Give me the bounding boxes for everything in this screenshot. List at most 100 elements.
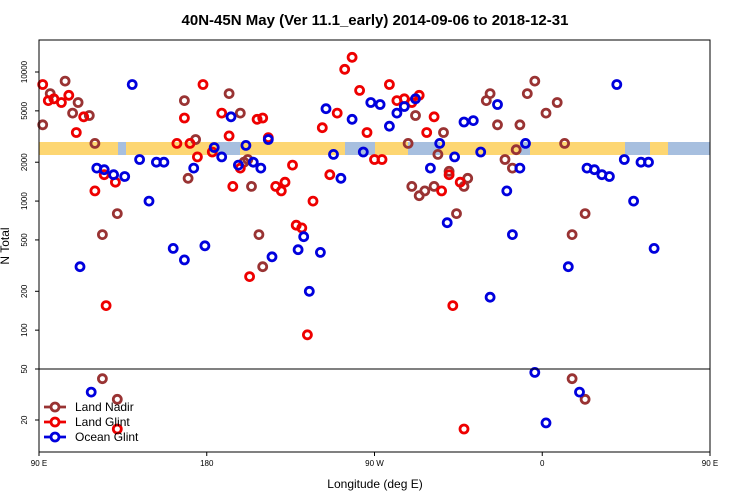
land-glint-point <box>223 130 235 142</box>
ocean-glint-point <box>292 244 304 256</box>
land-nadir-point <box>492 119 503 131</box>
ocean-glint-point <box>562 261 574 273</box>
ocean-glint-point <box>589 164 600 176</box>
ocean-glint-point <box>540 417 552 429</box>
land-nadir-point <box>419 185 431 197</box>
ocean-glint-point <box>98 164 110 176</box>
legend-label: Land Glint <box>75 415 130 429</box>
x-tick-label: 90 E <box>702 459 718 468</box>
x-tick-label: 0 <box>540 459 545 468</box>
ocean-glint-point <box>314 246 326 258</box>
land-glint-point <box>428 111 440 123</box>
legend-marker <box>49 416 61 428</box>
ocean-glint-point <box>604 171 615 182</box>
band-land-segment <box>650 142 668 155</box>
y-tick-label: 10000 <box>20 60 29 83</box>
land-nadir-point <box>83 110 95 121</box>
ocean-glint-point <box>134 154 146 165</box>
land-nadir-point <box>521 88 533 99</box>
land-nadir-point <box>97 229 108 241</box>
ocean-glint-point <box>449 151 461 163</box>
ocean-glint-point <box>199 240 211 252</box>
y-tick-label: 1000 <box>20 192 29 210</box>
y-tick-label: 200 <box>20 284 29 298</box>
band-land-segment <box>530 142 625 155</box>
y-tick-label: 2000 <box>20 153 29 171</box>
land-glint-point <box>244 271 256 283</box>
ocean-glint-point <box>178 254 190 266</box>
land-nadir-point <box>559 137 570 149</box>
land-glint-point <box>111 423 123 435</box>
ocean-glint-point <box>216 151 228 163</box>
land-glint-point <box>421 127 433 138</box>
land-glint-point <box>301 329 313 341</box>
land-glint-point <box>197 79 209 90</box>
ocean-glint-point <box>365 97 377 108</box>
ocean-glint-point <box>383 120 395 132</box>
ocean-glint-point <box>255 162 267 174</box>
ocean-glint-point <box>85 386 97 398</box>
land-glint-point <box>89 185 101 197</box>
chart-title: 40N-45N May (Ver 11.1_early) 2014-09-06 … <box>182 12 569 29</box>
land-nadir-point <box>246 180 257 192</box>
ocean-glint-point <box>108 169 119 181</box>
land-glint-point <box>216 107 228 119</box>
land-nadir-point <box>89 137 101 149</box>
land-glint-point <box>70 127 82 138</box>
ocean-glint-point <box>424 162 436 174</box>
land-glint-point <box>287 159 298 171</box>
ocean-glint-point <box>618 154 630 165</box>
land-glint-point <box>454 176 466 188</box>
land-nadir-point <box>182 172 194 184</box>
ocean-glint-point <box>458 116 470 128</box>
ocean-glint-point <box>611 79 623 90</box>
land-nadir-point <box>178 95 190 106</box>
land-glint-point <box>443 169 455 181</box>
ocean-glint-point <box>303 285 315 297</box>
land-nadir-point <box>257 261 269 273</box>
land-nadir-point <box>253 229 265 241</box>
land-nadir-point <box>451 208 462 220</box>
land-nadir-point <box>499 154 511 165</box>
y-tick-label: 100 <box>20 323 29 337</box>
land-glint-point <box>331 107 343 119</box>
land-glint-point <box>458 423 470 435</box>
ocean-glint-point <box>475 146 487 158</box>
land-glint-point <box>63 89 75 101</box>
ocean-glint-point <box>266 251 278 263</box>
band-land-segment <box>240 142 345 155</box>
ocean-glint-point <box>628 195 639 207</box>
y-axis-label: N Total <box>0 227 12 264</box>
ocean-glint-point <box>119 171 131 182</box>
land-glint-point <box>275 185 287 197</box>
ocean-glint-point <box>501 185 513 197</box>
land-glint-point <box>227 180 239 192</box>
ocean-glint-point <box>529 366 541 378</box>
land-nadir-point <box>234 107 246 119</box>
ocean-glint-point <box>167 242 179 254</box>
ocean-glint-point <box>643 156 654 168</box>
ocean-glint-point <box>298 231 310 243</box>
y-tick-label: 50 <box>20 364 29 373</box>
ocean-glint-point <box>262 134 274 145</box>
ocean-glint-point <box>346 113 358 125</box>
legend-marker <box>49 401 61 413</box>
land-glint-point <box>307 195 319 207</box>
land-glint-point <box>191 151 203 163</box>
legend-marker <box>49 431 61 443</box>
land-nadir-point <box>223 88 235 99</box>
land-glint-point <box>78 111 90 123</box>
surface-band <box>39 142 710 155</box>
band-land-segment <box>375 142 408 155</box>
land-glint-point <box>98 169 110 181</box>
x-tick-label: 90 E <box>31 459 47 468</box>
x-tick-label: 90 W <box>365 459 384 468</box>
ocean-glint-point <box>225 111 237 123</box>
land-glint-point <box>383 79 395 90</box>
ocean-glint-point <box>208 142 220 153</box>
land-nadir-point <box>514 119 526 131</box>
y-axis: 100 200 500 1000 2000 5000 10000 20 50 <box>20 60 39 424</box>
land-nadir-point <box>111 208 123 220</box>
